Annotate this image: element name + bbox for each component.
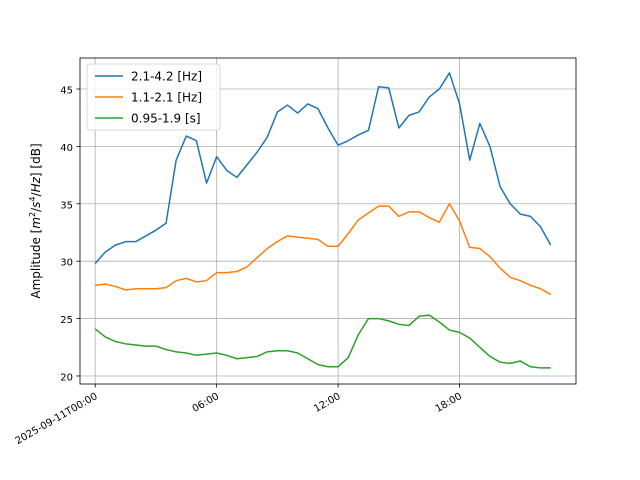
ylabel-m: m	[29, 217, 43, 229]
ylabel-suffix: ] [dB]	[29, 143, 43, 177]
ylabel-hz: Hz	[29, 176, 43, 192]
ylabel-prefix: Amplitude [	[29, 229, 43, 299]
y-tick-label: 35	[60, 200, 73, 211]
y-tick-label: 20	[60, 372, 73, 383]
legend-box	[86, 63, 221, 131]
series-line-0	[94, 72, 552, 264]
ylabel-slash2: /	[29, 191, 43, 196]
ylabel-slash1: /	[29, 207, 43, 212]
plot-frame	[79, 57, 577, 385]
series-lines	[94, 72, 552, 369]
legend-label: 0.95-1.9 [s]	[131, 112, 201, 126]
series-line-1	[95, 203, 552, 296]
ylabel-exp4: 4	[28, 196, 37, 201]
y-tick-label: 30	[60, 258, 73, 269]
y-tick-label: 25	[60, 315, 73, 326]
y-tick-label: 45	[60, 85, 73, 96]
legend-label: 2.1-4.2 [Hz]	[131, 70, 202, 84]
series-line-2	[94, 314, 551, 369]
y-axis-label: Amplitude [m2/s4/Hz] [dB]	[28, 143, 43, 298]
ylabel-exp2: 2	[28, 212, 37, 217]
ylabel-s: s	[29, 202, 43, 208]
legend-label: 1.1-2.1 [Hz]	[131, 91, 202, 105]
legend: 2.1-4.2 [Hz] 1.1-2.1 [Hz] 0.95-1.9 [s]	[86, 63, 221, 131]
y-tick-label: 40	[60, 143, 73, 154]
